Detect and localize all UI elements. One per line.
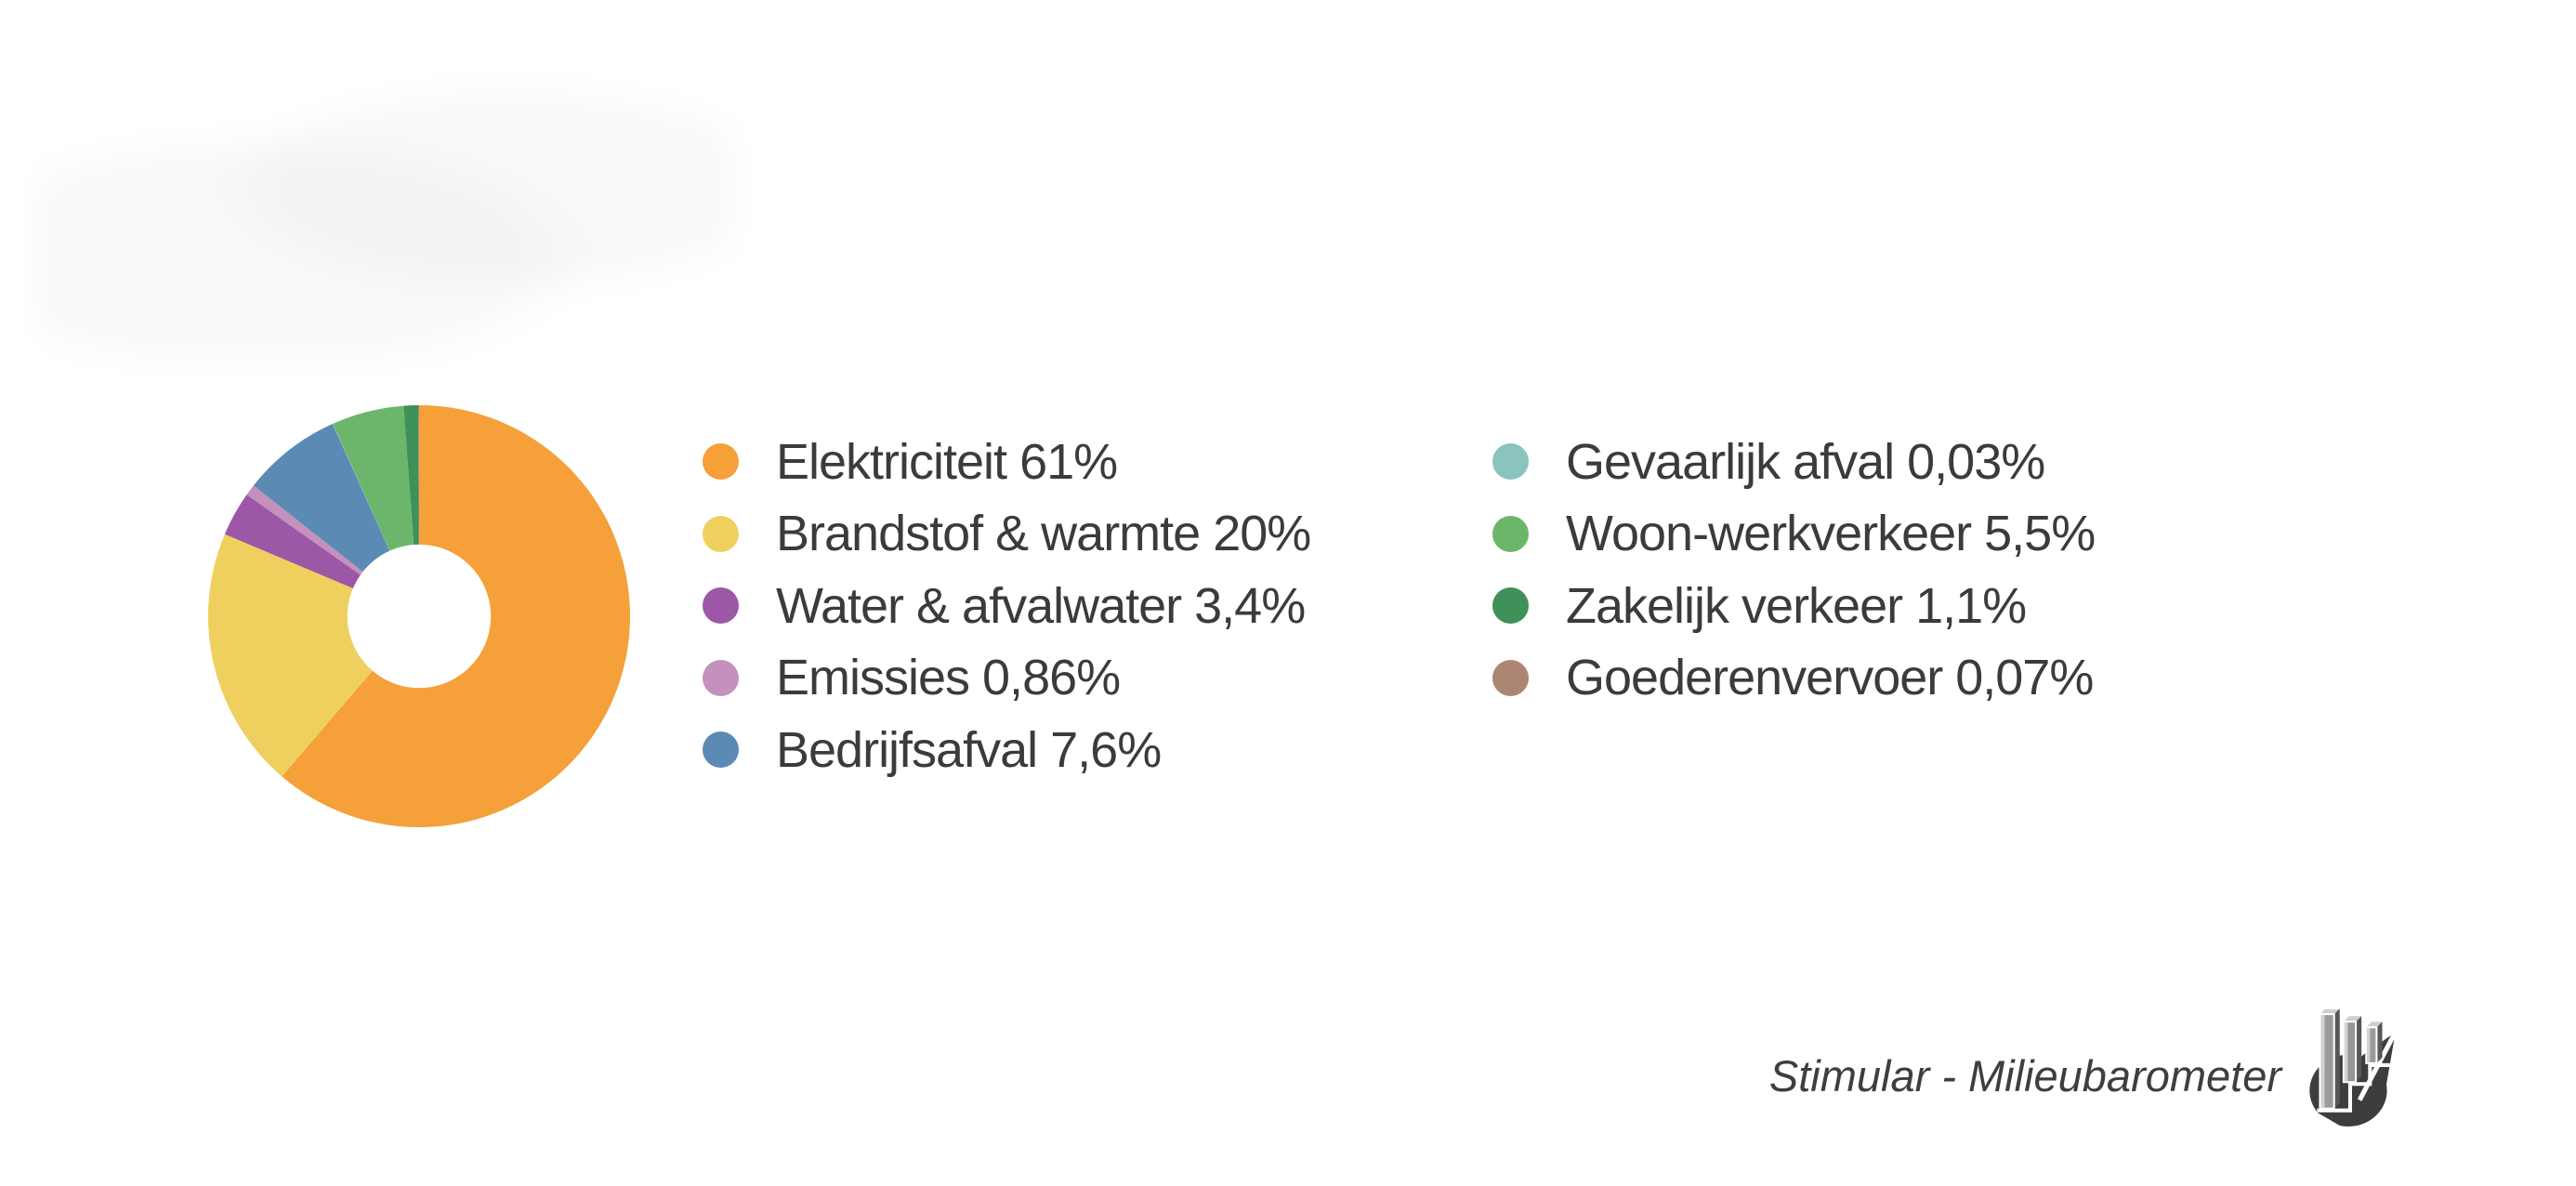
legend-dot-goederenvervoer xyxy=(1492,659,1529,696)
legend-item: Elektriciteit 61% xyxy=(703,426,1310,498)
legend-dot-woon-werkverkeer xyxy=(1492,515,1529,552)
donut-slice-goederenvervoer xyxy=(417,405,419,545)
donut-chart-container xyxy=(208,405,630,827)
legend-item: Brandstof & warmte 20% xyxy=(703,498,1311,571)
legend-dot-bedrijfsafval xyxy=(703,731,739,769)
logo-bars xyxy=(2319,1009,2383,1110)
legend-item: Emissies 0,86% xyxy=(703,642,1310,715)
legend-item: Goederenvervoer 0,07% xyxy=(1492,642,2095,715)
legend-column-right: Gevaarlijk afval 0,03% Woon-werkverkeer … xyxy=(1492,426,2096,715)
legend-item: Gevaarlijk afval 0,03% xyxy=(1492,426,2095,498)
legend-label-goederenvervoer: Goederenvervoer 0,07% xyxy=(1566,650,2094,706)
donut-slice-elektriciteit xyxy=(282,405,630,827)
legend-label-brandstof-warmte: Brandstof & warmte 20% xyxy=(776,506,1311,562)
legend-dot-elektriciteit xyxy=(703,443,739,481)
legend-dot-water-afvalwater xyxy=(703,587,739,625)
donut-slice-gevaarlijk-afval xyxy=(332,423,390,551)
donut-slice-brandstof-warmte xyxy=(208,534,373,777)
legend-dot-gevaarlijk-afval xyxy=(1492,443,1529,481)
legend-column-left: Elektriciteit 61% Brandstof & warmte 20%… xyxy=(703,426,1311,786)
legend-dot-brandstof-warmte xyxy=(703,515,739,552)
donut-slice-woon-werkverkeer xyxy=(333,405,414,551)
legend-item: Woon-werkverkeer 5,5% xyxy=(1492,498,2096,571)
legend-item: Zakelijk verkeer 1,1% xyxy=(1492,570,2095,642)
legend-label-elektriciteit: Elektriciteit 61% xyxy=(776,433,1118,490)
legend-label-emissies: Emissies 0,86% xyxy=(776,650,1121,706)
legend-dot-emissies xyxy=(703,659,739,696)
logo-steps xyxy=(2317,1062,2391,1113)
legend-label-water-afvalwater: Water & afvalwater 3,4% xyxy=(776,577,1306,634)
legend-label-gevaarlijk-afval: Gevaarlijk afval 0,03% xyxy=(1566,433,2045,490)
legend-dot-zakelijk-verkeer xyxy=(1492,587,1529,625)
stimular-logo xyxy=(2305,1009,2399,1128)
donut-chart xyxy=(208,405,630,827)
legend-label-bedrijfsafval: Bedrijfsafval 7,6% xyxy=(776,721,1162,778)
erased-title-smudge xyxy=(37,82,734,361)
donut-slice-emissies xyxy=(246,485,363,575)
donut-slice-zakelijk-verkeer xyxy=(403,405,419,546)
legend-item: Bedrijfsafval 7,6% xyxy=(703,714,1310,786)
legend-item: Water & afvalwater 3,4% xyxy=(703,570,1310,642)
donut-slice-water-afvalwater xyxy=(224,494,361,588)
legend-label-zakelijk-verkeer: Zakelijk verkeer 1,1% xyxy=(1566,577,2027,634)
donut-slice-bedrijfsafval xyxy=(253,423,390,573)
legend-label-woon-werkverkeer: Woon-werkverkeer 5,5% xyxy=(1566,506,2096,562)
credit-text: Stimular - Milieubarometer xyxy=(1768,1051,2281,1100)
